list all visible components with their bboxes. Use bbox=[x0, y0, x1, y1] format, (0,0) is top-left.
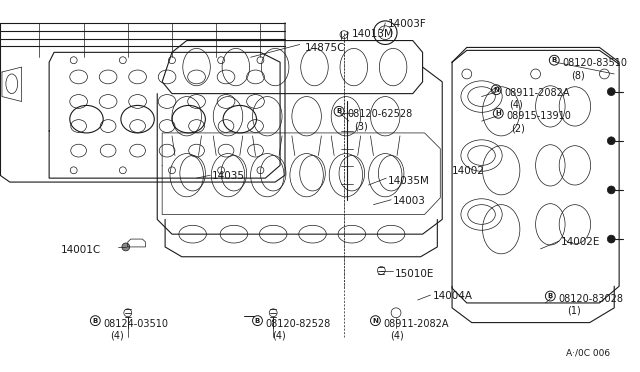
Text: (4): (4) bbox=[272, 330, 286, 340]
Text: (3): (3) bbox=[354, 121, 367, 131]
Text: 14002E: 14002E bbox=[561, 237, 600, 247]
Text: B: B bbox=[255, 318, 260, 324]
Text: 14003: 14003 bbox=[393, 196, 426, 206]
Text: 14001C: 14001C bbox=[61, 245, 101, 255]
Text: 14035M: 14035M bbox=[388, 176, 430, 186]
Text: N: N bbox=[493, 87, 499, 93]
Text: 08120-83028: 08120-83028 bbox=[558, 294, 623, 304]
Text: 08120-62528: 08120-62528 bbox=[347, 109, 412, 119]
Text: (2): (2) bbox=[511, 123, 525, 133]
Text: 14875C: 14875C bbox=[305, 42, 345, 52]
Circle shape bbox=[607, 137, 615, 145]
Text: 08120-83510: 08120-83510 bbox=[562, 58, 627, 68]
Text: 14003F: 14003F bbox=[388, 19, 427, 29]
Text: (4): (4) bbox=[509, 100, 523, 109]
Text: A·/0C 006: A·/0C 006 bbox=[566, 348, 610, 357]
Text: B: B bbox=[548, 293, 553, 299]
Text: B: B bbox=[93, 318, 98, 324]
Text: 08915-13910: 08915-13910 bbox=[506, 111, 571, 121]
Circle shape bbox=[607, 88, 615, 96]
Text: 14004A: 14004A bbox=[433, 291, 472, 301]
Text: 14035: 14035 bbox=[212, 171, 245, 181]
Text: N: N bbox=[372, 318, 378, 324]
Text: (4): (4) bbox=[390, 330, 404, 340]
Text: (1): (1) bbox=[567, 306, 580, 316]
Text: 08911-2082A: 08911-2082A bbox=[383, 319, 449, 329]
Text: (4): (4) bbox=[110, 330, 124, 340]
Text: (8): (8) bbox=[571, 70, 585, 80]
Text: 08911-2082A: 08911-2082A bbox=[504, 88, 570, 98]
Text: 14013M: 14013M bbox=[352, 29, 394, 39]
Text: B: B bbox=[552, 57, 557, 63]
Text: H: H bbox=[495, 110, 501, 116]
Text: 15010E: 15010E bbox=[395, 269, 435, 279]
Text: 08124-03510: 08124-03510 bbox=[103, 319, 168, 329]
Circle shape bbox=[607, 235, 615, 243]
Text: 08120-82528: 08120-82528 bbox=[266, 319, 331, 329]
Text: B: B bbox=[337, 108, 342, 114]
Circle shape bbox=[607, 186, 615, 194]
Text: 14002: 14002 bbox=[452, 166, 485, 176]
Circle shape bbox=[122, 243, 130, 251]
